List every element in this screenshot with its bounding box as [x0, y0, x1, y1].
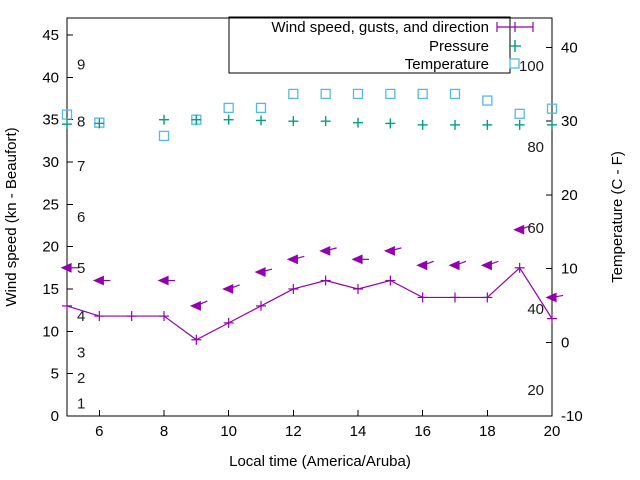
- gust-direction-arrow: [513, 224, 525, 235]
- beaufort-label: 8: [77, 113, 85, 130]
- temperature-point: [514, 108, 525, 119]
- beaufort-label: 4: [77, 308, 85, 325]
- series-wind-speed: [62, 262, 557, 345]
- legend: Wind speed, gusts, and direction Pressur…: [228, 16, 534, 74]
- temperature-point: [482, 95, 493, 106]
- temperature-point: [61, 109, 73, 120]
- x-tick-label: 16: [414, 423, 431, 440]
- temperature-point: [546, 103, 558, 114]
- y-axis-right-title: Temperature (C - F): [609, 151, 626, 283]
- legend-item-wind-label: Wind speed, gusts, and direction: [271, 19, 489, 36]
- series-temperature: [61, 88, 558, 142]
- beaufort-label: 3: [77, 344, 85, 361]
- y2-tick-label: -10: [561, 408, 583, 425]
- temperature-point: [449, 88, 461, 100]
- gust-direction-arrow: [351, 254, 363, 265]
- legend-border: [228, 16, 511, 74]
- gust-direction-arrow: [157, 275, 169, 286]
- legend-marker-wind: [496, 22, 534, 32]
- gust-direction-arrow: [416, 260, 428, 271]
- y-tick-label: 0: [51, 408, 59, 425]
- y2-tick-label: 0: [561, 334, 569, 351]
- y-tick-label: 5: [51, 366, 59, 383]
- temperature-point: [223, 102, 234, 114]
- y2-tick-label: 40: [561, 39, 578, 56]
- legend-marker-pressure: [509, 40, 521, 52]
- beaufort-label: 6: [77, 209, 85, 226]
- legend-item-temperature-label: Temperature: [405, 56, 489, 73]
- series-pressure: [62, 114, 557, 130]
- y2-tick-label: 10: [561, 261, 578, 278]
- x-axis-ticks: 6 8 10 12 14 16 18 20: [95, 410, 560, 440]
- gust-direction-arrow: [448, 260, 460, 271]
- fahrenheit-label: 80: [527, 139, 544, 156]
- fahrenheit-scale-labels: 20 40 60 80 100: [519, 58, 544, 399]
- y-tick-label: 30: [42, 154, 59, 171]
- series-gust-direction: [60, 224, 564, 311]
- x-tick-label: 14: [350, 423, 367, 440]
- beaufort-label: 1: [77, 395, 85, 412]
- beaufort-scale-labels: 1 2 3 4 5 6 7 8 9: [77, 57, 85, 413]
- legend-item-pressure-label: Pressure: [429, 38, 489, 55]
- x-axis-title: Local time (America/Aruba): [229, 453, 411, 470]
- gust-direction-arrow: [189, 300, 201, 311]
- y-tick-label: 40: [42, 69, 59, 86]
- fahrenheit-label: 40: [527, 301, 544, 318]
- beaufort-label: 9: [77, 57, 85, 74]
- y-tick-label: 45: [42, 27, 59, 44]
- y-tick-label: 20: [42, 239, 59, 256]
- y2-tick-label: 30: [561, 113, 578, 130]
- y-tick-label: 35: [42, 112, 59, 129]
- x-tick-label: 12: [285, 423, 302, 440]
- temperature-point: [320, 88, 331, 100]
- y-tick-label: 25: [42, 196, 59, 213]
- beaufort-label: 2: [77, 370, 85, 387]
- y-axis-left-title: Wind speed (kn - Beaufort): [3, 127, 20, 306]
- beaufort-label: 5: [77, 260, 85, 277]
- x-tick-label: 6: [95, 423, 103, 440]
- gust-direction-arrow: [222, 284, 234, 294]
- temperature-point: [255, 102, 267, 114]
- fahrenheit-label: 60: [527, 220, 544, 237]
- legend-marker-temperature: [509, 58, 520, 69]
- gust-direction-arrow: [286, 254, 298, 265]
- temperature-point: [417, 88, 428, 100]
- gust-direction-arrow: [254, 267, 266, 277]
- y-tick-label: 15: [42, 281, 59, 298]
- temperature-point: [288, 88, 299, 100]
- wind-speed-line: [66, 266, 553, 341]
- gust-direction-arrow: [60, 262, 72, 273]
- y-axis-right-ticks: -10 0 10 20 30 40: [546, 39, 583, 425]
- x-tick-label: 18: [479, 423, 496, 440]
- fahrenheit-label: 100: [519, 58, 544, 75]
- y-axis-left-ticks: 0 5 10 15 20 25 30 35 40 45: [42, 27, 73, 425]
- fahrenheit-label: 20: [527, 382, 544, 399]
- y-tick-label: 10: [42, 323, 59, 340]
- gust-direction-arrow: [92, 275, 104, 286]
- y2-tick-label: 20: [561, 187, 578, 204]
- beaufort-label: 7: [77, 158, 85, 175]
- temperature-point: [352, 88, 364, 100]
- x-tick-label: 8: [160, 423, 168, 440]
- gust-direction-arrow: [319, 245, 331, 256]
- x-tick-label: 10: [220, 423, 237, 440]
- gust-direction-arrow: [480, 260, 492, 271]
- gust-direction-arrow: [545, 292, 557, 303]
- gust-direction-arrow: [383, 245, 395, 256]
- plot-frame: [66, 17, 553, 417]
- temperature-point: [158, 130, 170, 142]
- x-tick-label: 20: [544, 423, 561, 440]
- temperature-point: [385, 88, 396, 100]
